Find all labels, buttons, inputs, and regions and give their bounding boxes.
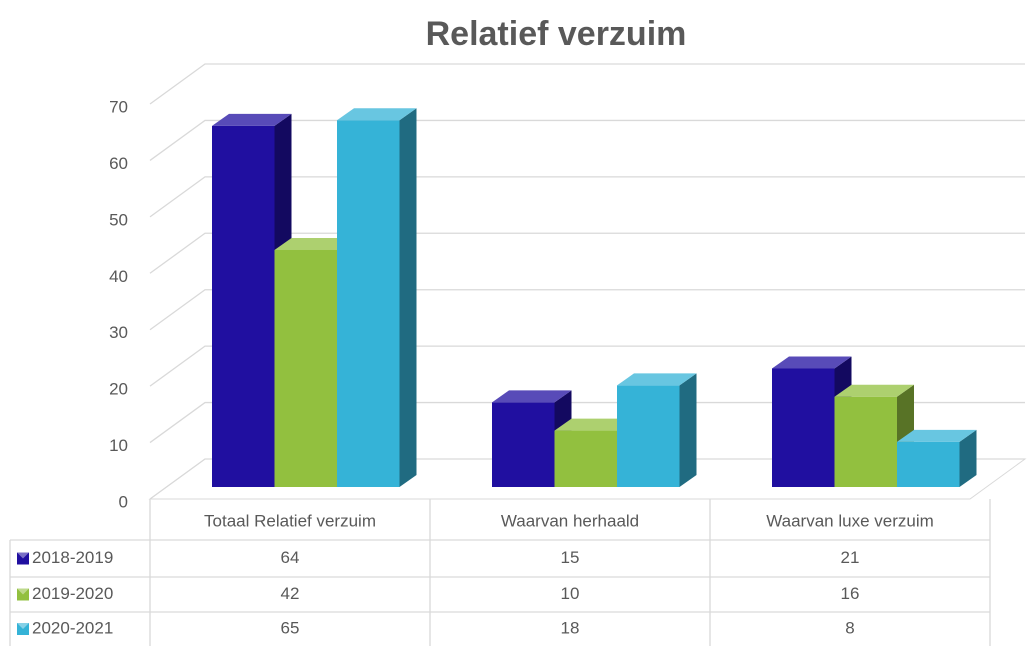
grid-line (149, 458, 1025, 500)
y-tick-label: 30 (109, 323, 128, 342)
grid-line (149, 119, 1025, 161)
bar-top (212, 113, 292, 126)
legend-key-shine (17, 623, 29, 629)
bar (897, 441, 960, 487)
table-value: 21 (841, 548, 860, 567)
table-value: 8 (845, 618, 854, 637)
legend-label: 2020-2021 (32, 618, 113, 637)
legend-key-shine (17, 588, 29, 595)
y-tick-label: 70 (109, 97, 128, 116)
table-value: 10 (561, 584, 580, 603)
grid-line (149, 176, 1025, 218)
grid-line (149, 401, 1025, 444)
grid-line (149, 63, 1025, 105)
bar (554, 430, 617, 487)
bar-top (897, 429, 977, 442)
y-tick-label: 40 (109, 267, 128, 286)
table-value: 42 (281, 584, 300, 603)
bar-side (959, 429, 977, 487)
table-value: 64 (281, 548, 300, 567)
bar-top (337, 108, 417, 121)
chart-title: Relatief verzuim (426, 15, 687, 53)
bar (617, 385, 680, 487)
bar (337, 120, 400, 487)
table-value: 16 (841, 584, 860, 603)
bar-side (399, 108, 417, 487)
legend-key-shine (17, 552, 29, 559)
grid-line (149, 232, 1025, 274)
bar-top (554, 418, 634, 431)
bar (492, 402, 555, 487)
bar-top (772, 356, 852, 369)
x-tick-label: Waarvan herhaald (501, 511, 639, 530)
y-tick-label: 0 (119, 492, 128, 511)
table-value: 15 (561, 548, 580, 567)
y-tick-label: 50 (109, 210, 128, 229)
legend-label: 2019-2020 (32, 584, 113, 603)
x-tick-label: Totaal Relatief verzuim (204, 511, 376, 530)
table-value: 65 (281, 618, 300, 637)
table-value: 18 (561, 618, 580, 637)
bar (212, 125, 275, 487)
bar (274, 250, 337, 487)
bar-side (679, 373, 697, 487)
y-tick-label: 10 (109, 436, 128, 455)
x-tick-label: Waarvan luxe verzuim (766, 511, 934, 530)
y-tick-label: 60 (109, 154, 128, 173)
bar (834, 396, 897, 487)
grid-line (149, 345, 1025, 387)
bar-top (492, 390, 572, 403)
grid-line (149, 289, 1025, 331)
bar-top (834, 384, 914, 397)
bar (772, 368, 835, 487)
legend-label: 2018-2019 (32, 548, 113, 567)
bar-top (274, 238, 354, 250)
y-tick-label: 20 (109, 380, 128, 399)
bar-top (617, 373, 697, 386)
